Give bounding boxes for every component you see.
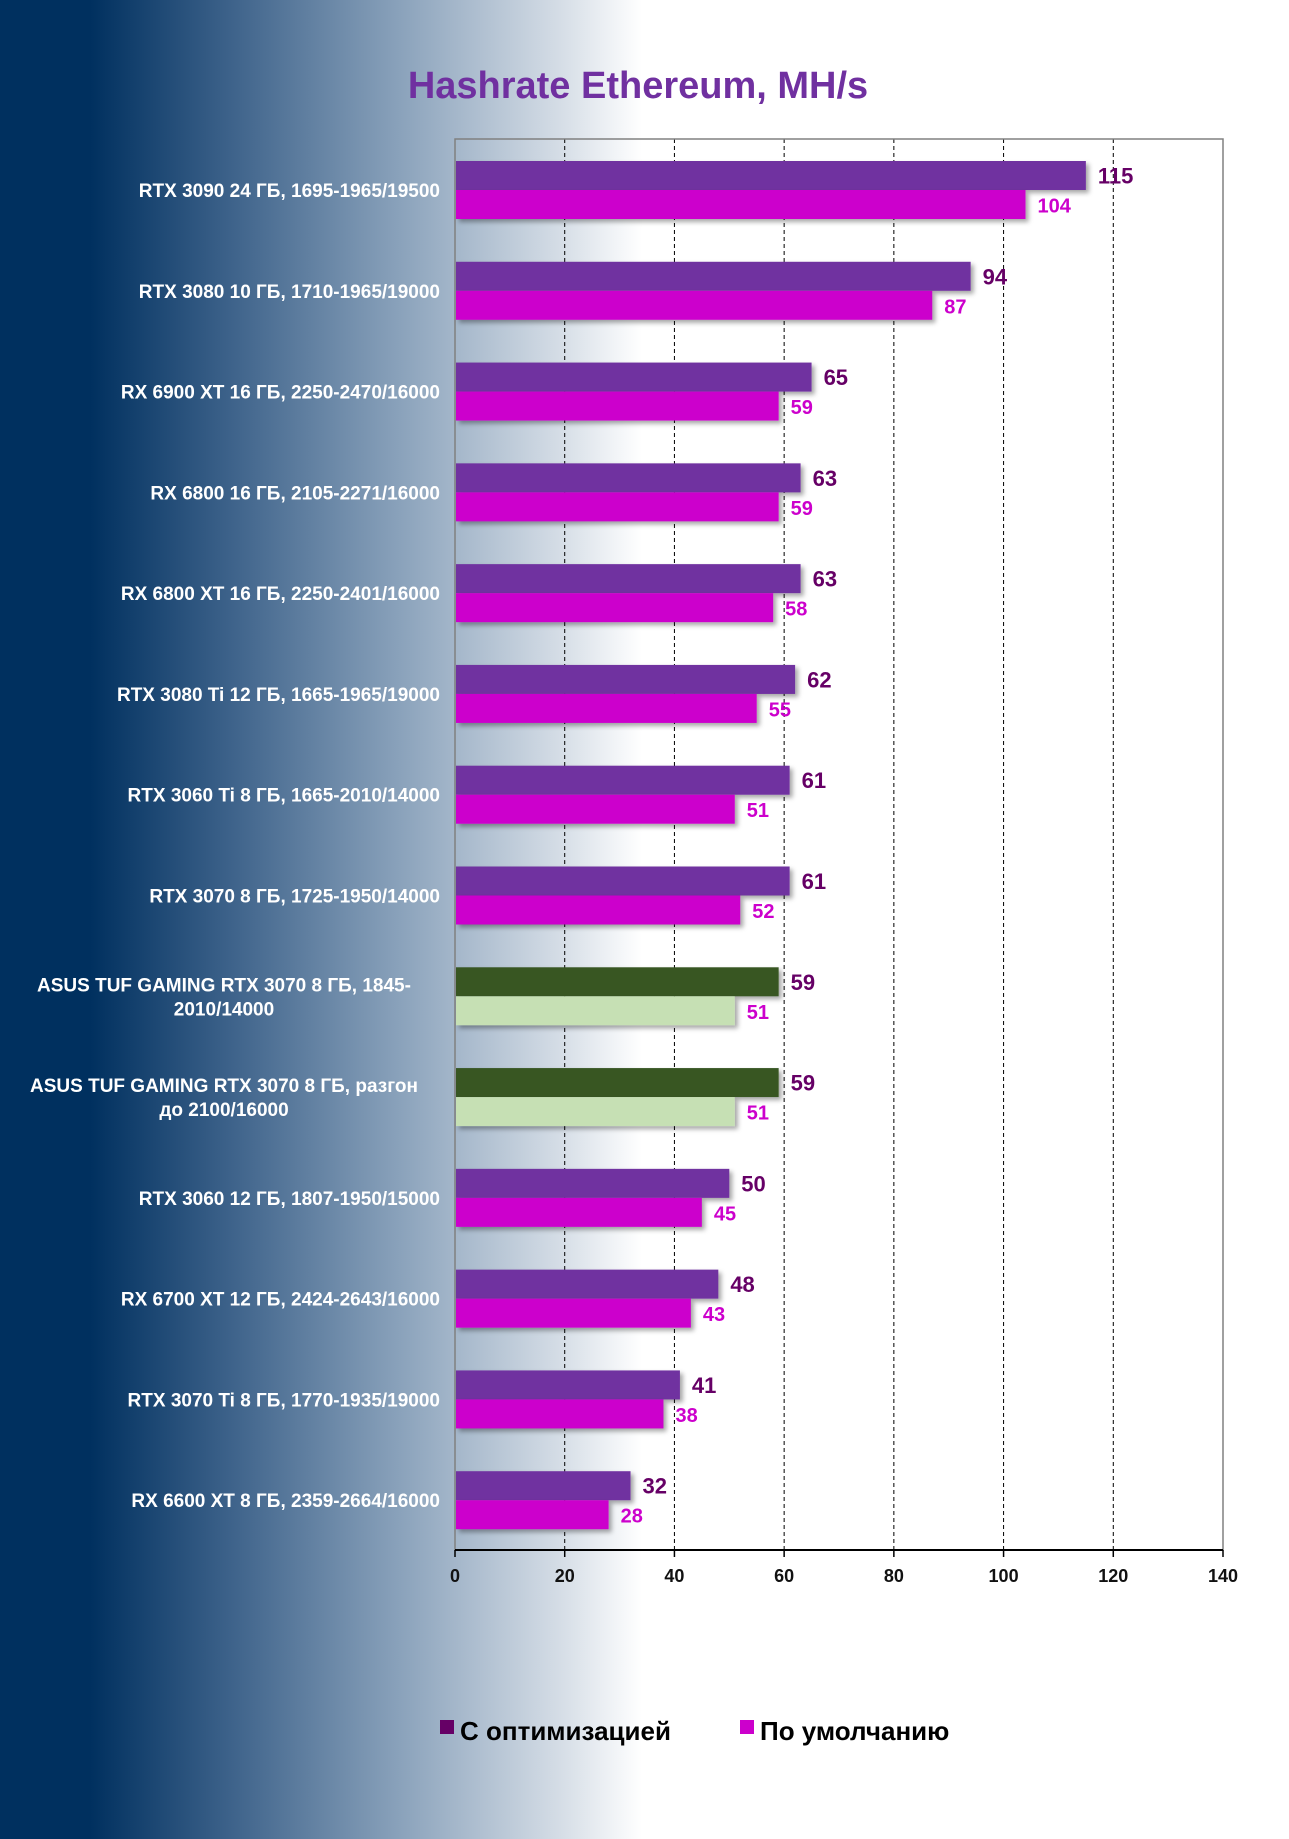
category-label: RX 6700 XT 12 ГБ, 2424-2643/16000 [121,1290,440,1311]
category-label: RTX 3060 12 ГБ, 1807-1950/15000 [139,1189,440,1210]
legend: С оптимизацией По умолчанию [440,1716,949,1746]
bar-default [456,1500,609,1530]
value-label: 87 [944,296,966,318]
bar-default [456,1197,702,1227]
bar-optimized [456,1370,680,1400]
x-tick-label: 40 [664,1566,684,1586]
bar-optimized [456,1168,730,1198]
chart-title: Hashrate Ethereum, MH/s [408,65,868,107]
x-tick-label: 60 [774,1566,794,1586]
legend-swatch-default [740,1720,754,1734]
value-label: 51 [747,1103,769,1125]
value-label: 61 [802,768,826,793]
bar-default [456,290,933,320]
bar-default [456,996,735,1026]
category-label: RTX 3070 Ti 8 ГБ, 1770-1935/19000 [128,1390,440,1411]
bar-default [456,1097,735,1127]
bar-default [456,1298,691,1328]
bar-optimized [456,1269,719,1299]
value-label: 28 [621,1506,643,1528]
value-label: 43 [703,1304,725,1326]
category-label: RX 6800 XT 16 ГБ, 2250-2401/16000 [121,584,440,605]
bar-default [456,593,774,623]
value-label: 51 [747,800,769,822]
bar-optimized [456,261,971,291]
legend-label-optimized: С оптимизацией [460,1716,671,1746]
value-label: 48 [730,1272,754,1297]
x-tick-label: 0 [450,1566,460,1586]
legend-item-default[interactable]: По умолчанию [740,1716,949,1746]
x-tick-label: 140 [1208,1566,1238,1586]
category-label: RX 6800 16 ГБ, 2105-2271/16000 [150,483,440,504]
bar-default [456,190,1026,219]
legend-item-optimized[interactable]: С оптимизацией [440,1716,671,1746]
bar-optimized [456,765,790,795]
bar-default [456,693,757,723]
value-label: 59 [791,970,815,995]
value-label: 41 [692,1373,716,1398]
value-label: 59 [791,1071,815,1096]
bar-optimized [456,463,801,493]
category-label-line: ASUS TUF GAMING RTX 3070 8 ГБ, разгон [30,1076,418,1097]
legend-label-default: По умолчанию [760,1716,949,1746]
x-tick-label: 100 [989,1566,1019,1586]
value-label: 63 [813,567,837,592]
value-label: 94 [983,264,1008,289]
value-label: 62 [807,667,831,692]
category-label: RTX 3080 Ti 12 ГБ, 1665-1965/19000 [117,685,440,706]
category-label-line: 2010/14000 [174,999,274,1020]
value-labels: 1151049487655963596358625561516152595159… [621,164,1134,1528]
legend-swatch-optimized [440,1720,454,1734]
value-label: 45 [714,1203,736,1225]
bar-optimized [456,161,1086,190]
bar-optimized [456,362,812,392]
value-label: 59 [791,498,813,520]
value-label: 38 [675,1405,697,1427]
plot-area [454,138,1224,1551]
category-label: RX 6900 XT 16 ГБ, 2250-2470/16000 [121,383,440,404]
value-label: 115 [1098,164,1134,189]
bar-optimized [456,1471,631,1501]
value-label: 65 [824,365,848,390]
value-label: 51 [747,1002,769,1024]
bar-default [456,1399,664,1429]
bars [456,161,1086,1530]
category-label: RX 6600 XT 8 ГБ, 2359-2664/16000 [131,1491,440,1512]
gridlines [564,139,1114,1550]
bar-optimized [456,967,779,997]
x-axis: 0 20 40 60 80 100 120 140 [450,1549,1238,1586]
category-label: RTX 3080 10 ГБ, 1710-1965/19000 [139,282,440,303]
category-labels: RTX 3090 24 ГБ, 1695-1965/19500 RTX 3080 … [30,181,440,1512]
value-label: 61 [802,869,826,894]
bar-default [456,895,741,925]
value-label: 104 [1038,196,1072,218]
bar-optimized [456,1068,779,1098]
value-label: 55 [769,699,791,721]
bar-default [456,391,779,421]
value-label: 63 [813,466,837,491]
bar-optimized [456,664,796,694]
bar-default [456,492,779,522]
value-label: 50 [741,1171,765,1196]
bar-optimized [456,866,790,896]
category-label-line: ASUS TUF GAMING RTX 3070 8 ГБ, 1845- [37,975,411,996]
bar-default [456,794,735,824]
value-label: 32 [643,1474,667,1499]
bar-optimized [456,564,801,594]
category-label-line: до 2100/16000 [159,1100,288,1121]
category-label: RTX 3060 Ti 8 ГБ, 1665-2010/14000 [128,786,440,807]
x-tick-label: 120 [1098,1566,1128,1586]
value-label: 59 [791,397,813,419]
category-label: RTX 3090 24 ГБ, 1695-1965/19500 [139,181,440,202]
value-label: 58 [785,599,807,621]
x-tick-label: 80 [884,1566,904,1586]
value-label: 52 [752,901,774,923]
x-tick-label: 20 [555,1566,575,1586]
category-label: RTX 3070 8 ГБ, 1725-1950/14000 [149,887,440,908]
